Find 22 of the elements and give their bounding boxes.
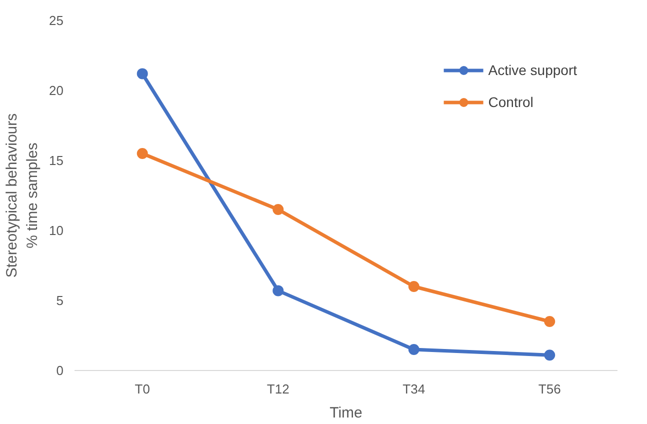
legend-label: Active support	[488, 62, 577, 78]
x-tick-label: T0	[134, 382, 150, 396]
y-tick-label: 20	[49, 83, 64, 98]
legend-label: Control	[488, 94, 534, 110]
point	[408, 281, 420, 292]
y-tick-label: 0	[56, 363, 64, 378]
x-tick-label: T56	[538, 382, 561, 396]
point	[272, 285, 284, 296]
y-tick-label: 5	[56, 293, 64, 308]
point	[544, 350, 556, 361]
x-axis-title: Time	[330, 404, 362, 422]
point	[136, 68, 148, 80]
x-tick-label: T12	[266, 382, 290, 396]
y-tick-label: 25	[49, 13, 64, 28]
y-axis-title: Stereotypical behaviours % time samples	[4, 113, 42, 278]
point	[272, 204, 284, 215]
y-tick-label: 15	[49, 153, 64, 168]
x-tick-label: T34	[402, 382, 426, 396]
point	[408, 344, 420, 355]
y-tick-label: 10	[49, 223, 64, 238]
point	[136, 148, 148, 159]
point	[544, 316, 556, 327]
